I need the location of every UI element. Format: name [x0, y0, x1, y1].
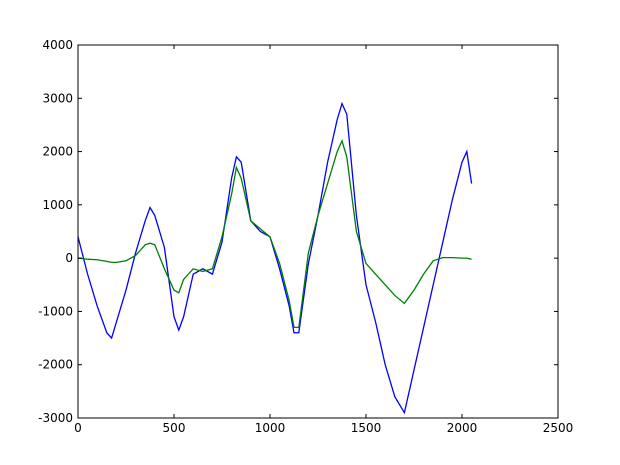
y-tick-label: 0 [65, 251, 73, 265]
y-tick-label: 1000 [42, 198, 73, 212]
y-tick-label: 2000 [42, 145, 73, 159]
y-tick-label: 4000 [42, 38, 73, 52]
x-tick-label: 1500 [351, 421, 382, 435]
y-tick-label: 3000 [42, 91, 73, 105]
y-tick-label: -2000 [38, 358, 73, 372]
x-tick-label: 0 [74, 421, 82, 435]
x-tick-label: 2500 [543, 421, 574, 435]
y-tick-label: -1000 [38, 304, 73, 318]
data-line [77, 139, 472, 329]
x-tick-label: 500 [163, 421, 186, 435]
x-tick-label: 1000 [255, 421, 286, 435]
x-tick-label: 2000 [447, 421, 478, 435]
plot-frame [77, 44, 559, 419]
y-tick-label: -3000 [38, 411, 73, 425]
